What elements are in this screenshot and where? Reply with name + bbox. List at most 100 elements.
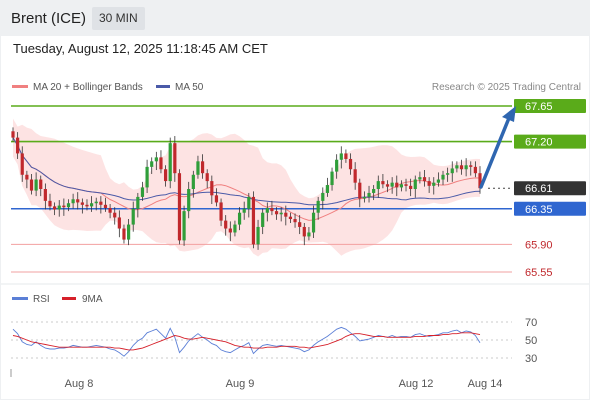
candle-body: [154, 157, 158, 162]
interval-button[interactable]: 30 MIN: [92, 7, 145, 30]
candle-body: [247, 196, 251, 209]
candle-body: [270, 207, 274, 212]
candle-body: [57, 205, 61, 210]
candle-body: [358, 182, 362, 199]
candle-body: [224, 220, 228, 229]
candle-body: [150, 161, 154, 167]
ma20-legend-swatch: [12, 85, 28, 88]
forecast-arrow-head: [502, 106, 516, 122]
candle-body: [187, 189, 191, 212]
candle-body: [131, 208, 135, 225]
level-tag-66-35: [514, 201, 586, 216]
level-tag-67-65: [514, 99, 586, 113]
candle-body: [159, 157, 163, 170]
candle-body: [325, 185, 330, 193]
candle-body: [367, 192, 371, 197]
level-tag-66-61: [514, 181, 586, 196]
candle-body: [372, 189, 376, 193]
rsi-tick-70: 70: [525, 317, 537, 329]
candle-body: [25, 174, 29, 180]
chart-header: Brent (ICE) 30 MIN: [0, 0, 590, 36]
candle-body: [16, 137, 20, 154]
candle-body: [173, 143, 177, 174]
candle-body: [279, 212, 283, 215]
level-label-66-35: 66.35: [525, 204, 553, 216]
candle-body: [210, 181, 214, 196]
level-label-66-61: 66.61: [525, 183, 553, 195]
candle-body: [237, 212, 242, 225]
level-label-67-65: 67.65: [525, 101, 553, 113]
chart-datetime: Tuesday, August 12, 2025 11:18:45 AM CET: [13, 41, 268, 56]
candle-body: [436, 179, 440, 183]
candle-body: [385, 184, 390, 187]
candle-body: [446, 173, 450, 175]
candle-body: [214, 195, 219, 203]
candle-body: [353, 169, 357, 183]
candle-body: [43, 189, 47, 201]
candle-body: [339, 153, 343, 160]
candle-body: [219, 202, 223, 221]
candle-body: [450, 168, 454, 174]
candle-body: [196, 161, 200, 175]
candle-body: [344, 153, 348, 159]
candle-body: [473, 166, 477, 174]
candle-body: [205, 173, 209, 182]
candle-body: [242, 208, 246, 213]
candle-body: [316, 200, 320, 213]
level-tag-67-20: [514, 134, 586, 149]
candle-body: [464, 165, 468, 170]
candle-body: [413, 179, 417, 189]
candle-body: [478, 173, 482, 189]
candle-body: [335, 159, 339, 172]
candle-body: [307, 232, 311, 237]
candle-body: [90, 203, 94, 207]
candle-body: [376, 181, 380, 189]
candle-body: [441, 174, 445, 180]
candle-body: [200, 161, 205, 174]
candle-body: [122, 228, 126, 240]
candle-body: [265, 207, 269, 213]
credit-label: Research © 2025 Trading Central: [432, 82, 581, 93]
candle-body: [48, 200, 52, 207]
ma50-line: [12, 137, 481, 206]
candle-body: [126, 224, 131, 240]
rsi-ma-legend-swatch: [62, 297, 76, 300]
x-tick-label: Aug 12: [399, 378, 434, 390]
candle-body: [163, 169, 168, 182]
candle-body: [311, 212, 316, 233]
rsi-line: [12, 326, 481, 357]
candle-body: [432, 182, 436, 186]
candle-body: [76, 199, 80, 203]
candle-body: [71, 199, 75, 204]
x-tick-label: Aug 14: [468, 378, 503, 390]
rsi-tick-30: 30: [525, 353, 537, 365]
instrument-title: Brent (ICE): [11, 10, 87, 27]
candle-body: [422, 177, 427, 182]
candle-body: [117, 217, 121, 229]
candle-body: [182, 211, 186, 241]
candle-body: [418, 177, 422, 180]
candle-body: [455, 165, 459, 169]
candle-body: [191, 174, 195, 189]
candle-body: [256, 226, 260, 245]
rsi-tick-50: 50: [525, 335, 537, 347]
candle-body: [168, 143, 172, 182]
candle-body: [362, 196, 367, 199]
rsi-legend-swatch: [12, 297, 28, 300]
rsi-ma-legend-label: 9MA: [82, 294, 103, 305]
bollinger-band: [13, 118, 480, 257]
candle-body: [85, 204, 89, 207]
candle-body: [94, 201, 98, 204]
candle-body: [321, 192, 325, 201]
level-label-65-90: 65.90: [525, 239, 553, 251]
candle-body: [62, 205, 66, 208]
candle-body: [136, 196, 140, 209]
candle-body: [11, 131, 15, 138]
candle-body: [302, 226, 306, 237]
candle-body: [113, 212, 117, 218]
candle-body: [261, 212, 265, 227]
candle-body: [459, 165, 464, 170]
candle-body: [288, 216, 293, 220]
candle-body: [53, 206, 57, 210]
